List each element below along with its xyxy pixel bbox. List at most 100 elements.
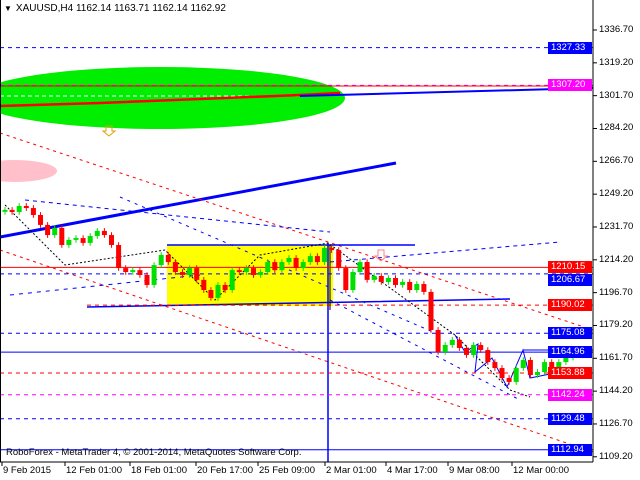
candle xyxy=(130,267,136,275)
candle-body xyxy=(243,268,249,273)
candle xyxy=(151,262,157,288)
x-tick-label: 12 Feb 01:00 xyxy=(66,465,122,476)
y-tick-label: 1161.70 xyxy=(599,352,633,364)
y-tick-label: 1266.70 xyxy=(599,155,634,167)
candles xyxy=(2,203,576,385)
y-tick-label: 1249.20 xyxy=(599,188,634,200)
candle xyxy=(66,237,72,248)
candle xyxy=(165,252,171,265)
candle-body xyxy=(279,262,285,271)
candle xyxy=(52,225,58,238)
candle xyxy=(407,279,413,293)
x-tick-label: 9 Mar 08:00 xyxy=(449,465,500,476)
candle xyxy=(87,233,93,246)
candle-body xyxy=(215,284,221,298)
candle-body xyxy=(30,208,36,215)
candle-body xyxy=(2,209,8,212)
candle xyxy=(371,273,377,283)
candle xyxy=(272,259,278,273)
symbol-label: XAUUSD,H4 xyxy=(15,3,74,14)
candle xyxy=(343,265,349,293)
blue-thick-line-top xyxy=(299,87,594,97)
analysis-objects xyxy=(0,67,594,462)
y-tick-label: 1109.20 xyxy=(599,450,633,462)
candle-body xyxy=(194,268,200,280)
collapse-triangle-icon[interactable]: ▼ xyxy=(4,4,12,13)
x-tick-label: 9 Feb 2015 xyxy=(3,465,52,476)
candle xyxy=(23,203,29,211)
copyright-text: RoboForex - MetaTrader 4, © 2001-2014, M… xyxy=(6,447,302,458)
level-price-label: 1175.08 xyxy=(548,327,592,340)
candle xyxy=(322,245,327,265)
candle xyxy=(158,252,164,268)
y-tick-label: 1231.70 xyxy=(599,220,634,232)
level-price-label: 1153.88 xyxy=(548,366,592,379)
candle xyxy=(45,222,51,238)
level-price-label: 1190.02 xyxy=(548,299,592,312)
blue-thick-trendline xyxy=(0,161,397,239)
candle xyxy=(506,375,512,385)
candle xyxy=(144,272,150,288)
candle-body xyxy=(556,362,562,369)
candle xyxy=(400,279,406,288)
candle xyxy=(9,207,15,215)
candle-body xyxy=(236,270,242,273)
candle-body xyxy=(357,262,363,273)
candle-body xyxy=(549,362,555,369)
candle-body xyxy=(251,268,256,276)
candle-body xyxy=(229,270,235,291)
candle-body xyxy=(506,377,512,382)
candle xyxy=(527,357,533,378)
candle xyxy=(187,265,193,278)
candle-body xyxy=(414,284,420,291)
arrow-marker-icon xyxy=(101,125,117,137)
candle xyxy=(172,259,178,275)
candle-body xyxy=(449,339,455,345)
candle xyxy=(357,259,363,275)
candle xyxy=(535,369,540,378)
candle xyxy=(80,235,86,246)
candle-body xyxy=(307,256,313,263)
candle-body xyxy=(499,368,505,378)
x-tick-label: 25 Feb 09:00 xyxy=(259,465,315,476)
candle-body xyxy=(471,344,477,355)
candle xyxy=(2,207,8,215)
candle-body xyxy=(45,224,51,236)
candle-body xyxy=(478,344,484,351)
x-tick-label: 4 Mar 17:00 xyxy=(387,465,438,476)
candle-body xyxy=(80,238,86,243)
candle-body xyxy=(265,262,271,273)
y-tick-label: 1319.20 xyxy=(599,56,634,68)
candle xyxy=(293,255,299,271)
candle-body xyxy=(336,250,342,269)
x-tick-label: 12 Mar 00:00 xyxy=(513,465,569,476)
candle-body xyxy=(180,272,185,276)
candle xyxy=(94,228,100,239)
candle-body xyxy=(130,270,136,273)
candle-body xyxy=(435,329,441,352)
ohlc-open: 1162.14 xyxy=(75,3,112,14)
candle-body xyxy=(400,281,406,285)
chart-title: ▼ XAUUSD,H4 1162.14 1163.71 1162.14 1162.… xyxy=(4,3,226,14)
candle-body xyxy=(428,291,434,330)
candle-body xyxy=(144,275,150,285)
blue-dashed-diagonal-1 xyxy=(119,196,441,336)
candle xyxy=(30,205,36,218)
candle xyxy=(180,269,185,278)
level-price-label: 1210.15 xyxy=(548,261,592,274)
candle xyxy=(16,203,22,215)
candle xyxy=(300,259,306,271)
candle-body xyxy=(407,281,413,291)
y-tick-label: 1126.70 xyxy=(599,417,633,429)
candle xyxy=(116,242,122,271)
y-tick-label: 1301.70 xyxy=(599,89,634,101)
red-dotted-channel-upper xyxy=(0,132,594,331)
candle-body xyxy=(222,284,228,291)
candle xyxy=(513,365,519,385)
candle xyxy=(385,275,391,285)
candle-body xyxy=(187,268,193,276)
candle xyxy=(208,287,214,301)
candle-body xyxy=(52,227,58,236)
candle xyxy=(456,337,462,351)
